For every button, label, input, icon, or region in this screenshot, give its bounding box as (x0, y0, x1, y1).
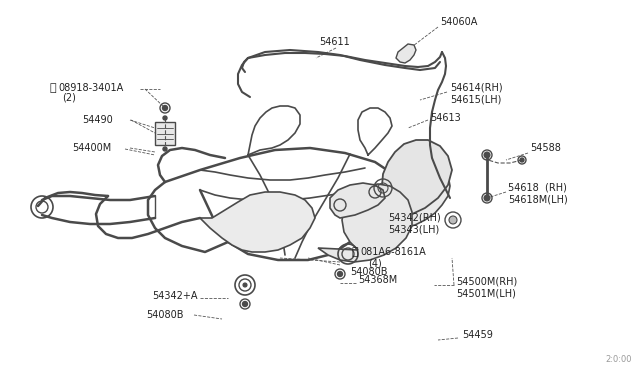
Polygon shape (200, 192, 315, 252)
Text: 54613: 54613 (430, 113, 461, 123)
Text: 2:0:00: 2:0:00 (605, 355, 632, 364)
Polygon shape (330, 183, 385, 218)
Circle shape (520, 158, 524, 162)
Text: 54080B: 54080B (350, 267, 387, 277)
Text: 54080B: 54080B (146, 310, 184, 320)
Circle shape (449, 216, 457, 224)
Circle shape (484, 152, 490, 158)
Text: Ⓑ: Ⓑ (351, 247, 358, 257)
Text: 08918-3401A: 08918-3401A (58, 83, 124, 93)
Text: 54368M: 54368M (358, 275, 397, 285)
Text: 54342+A: 54342+A (152, 291, 198, 301)
Circle shape (243, 283, 247, 287)
Text: 54611: 54611 (319, 37, 350, 47)
Text: Ⓝ: Ⓝ (49, 83, 56, 93)
Text: 54342(RH): 54342(RH) (388, 213, 441, 223)
Polygon shape (155, 122, 175, 145)
Circle shape (163, 147, 167, 151)
Polygon shape (396, 44, 416, 63)
Circle shape (337, 272, 342, 276)
Polygon shape (318, 184, 412, 262)
Text: 54500M(RH): 54500M(RH) (456, 277, 517, 287)
Text: 54588: 54588 (530, 143, 561, 153)
Text: 54618M(LH): 54618M(LH) (508, 195, 568, 205)
Circle shape (243, 301, 248, 307)
Text: 54618  (RH): 54618 (RH) (508, 183, 567, 193)
Polygon shape (370, 140, 452, 222)
Text: 54614(RH): 54614(RH) (450, 83, 502, 93)
Circle shape (163, 106, 168, 110)
Polygon shape (368, 150, 450, 228)
Text: 54615(LH): 54615(LH) (450, 94, 501, 104)
Text: 081A6-8161A: 081A6-8161A (360, 247, 426, 257)
Text: 54060A: 54060A (440, 17, 477, 27)
Text: (4): (4) (368, 258, 381, 268)
Text: 54501M(LH): 54501M(LH) (456, 288, 516, 298)
Circle shape (163, 116, 167, 120)
Text: 54343(LH): 54343(LH) (388, 224, 439, 234)
Text: 54490: 54490 (82, 115, 113, 125)
Text: 54459: 54459 (462, 330, 493, 340)
Circle shape (484, 195, 490, 201)
Text: (2): (2) (62, 93, 76, 103)
Text: 54400M: 54400M (72, 143, 111, 153)
